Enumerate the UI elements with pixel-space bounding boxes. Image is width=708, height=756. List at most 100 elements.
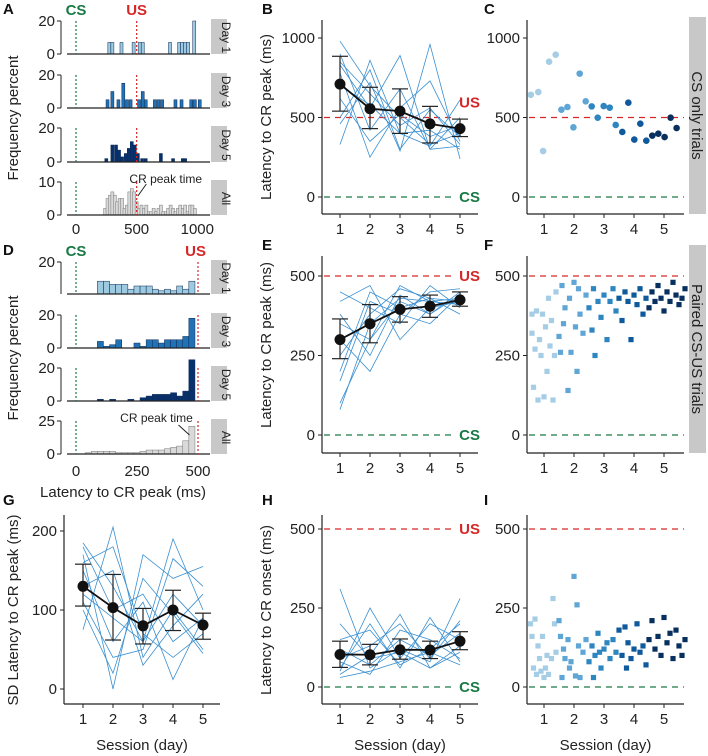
scatter-point [532,616,538,622]
y-axis-label: SD Latency to CR peak (ms) [5,515,22,706]
scatter-point [655,633,661,640]
scatter-point [637,649,643,655]
x-tick-label: 2 [366,460,374,477]
scatter-point [541,674,547,681]
cs-marker-label: CS [66,2,87,19]
scatter-point [619,317,625,324]
y-tick-label: 250 [290,600,315,617]
scatter-point [583,292,589,298]
histogram-bar [176,285,183,295]
y-tick-label: 250 [290,348,315,365]
scatter-point [529,633,535,640]
histogram-bar [145,339,153,349]
scatter-point [566,665,573,671]
histogram-bar [170,339,177,349]
x-tick-label: 1 [336,460,344,477]
scatter-point [529,311,535,317]
x-tick-label: 500 [185,463,210,480]
x-tick-label: 2 [109,711,117,728]
scatter-point [535,643,541,649]
scatter-point [550,397,556,403]
mean-point [334,78,346,90]
scatter-point [545,671,552,677]
side-label-box [689,17,706,214]
scatter-point [682,637,688,643]
scatter-point [545,295,552,301]
histogram-bar [188,318,196,349]
x-tick-label: 5 [456,711,464,728]
scatter-point [649,132,656,139]
histogram-bar [164,394,171,402]
histogram-bar [168,42,172,55]
histogram-bar [119,42,124,55]
scatter-point [661,133,668,141]
histogram-bar [140,42,145,55]
histogram-bar [97,280,104,295]
mean-point [364,649,376,661]
cr-peak-annotation: CR peak time [129,172,202,186]
y-axis-label: Frequency percent [5,55,22,181]
histogram-bar [109,284,116,295]
histogram-bar [152,288,159,295]
y-tick-label: 200 [32,523,57,540]
histogram-bar [188,280,196,295]
row-label-box [211,19,227,54]
y-tick-label: 0 [512,189,520,206]
scatter-point [604,640,610,646]
histogram-bar [164,448,171,455]
histogram-bar [160,99,164,109]
scatter-point [577,311,583,317]
scatter-point [664,289,670,295]
scatter-point [634,302,640,308]
scatter-point [576,70,583,77]
scatter-point [601,292,607,298]
scatter-point [607,298,613,305]
scatter-point [664,640,670,646]
panel-label-B: B [262,1,273,18]
x-tick-label: 4 [630,221,638,238]
x-tick-label: 3 [600,221,608,238]
mean-point [197,619,209,631]
scatter-point [571,573,577,579]
panel-label-D: D [3,242,14,259]
row-label: Day 1 [219,22,233,54]
row-label-box [211,313,227,348]
scatter-point [544,368,550,374]
y-tick-label: 0 [47,100,55,117]
scatter-point [670,655,676,662]
scatter-point [533,671,540,677]
x-tick-label: 4 [426,221,434,238]
scatter-point [673,124,680,132]
y-tick-label: 10 [38,174,55,191]
scatter-point [600,102,607,110]
scatter-point [673,292,679,298]
histogram-bar [164,339,171,349]
histogram-bar [158,342,165,349]
annotation-arrow [137,183,147,197]
scatter-point [658,295,664,301]
scatter-point [565,637,571,643]
scatter-point [583,637,589,643]
scatter-point [601,646,607,652]
scatter-point [612,121,619,129]
scatter-point [596,649,603,655]
mean-point [107,602,119,614]
cs-marker-label: CS [459,427,480,444]
scatter-point [568,349,574,355]
scatter-point [552,51,559,58]
scatter-point [676,643,682,649]
scatter-point [565,387,571,394]
scatter-point [541,394,547,400]
y-tick-label: 20 [38,67,55,84]
scatter-point [667,298,673,305]
histogram-bar [125,99,129,109]
scatter-point [572,673,579,679]
panel-label-G: G [3,492,15,509]
scatter-point [557,349,564,355]
scatter-point [658,652,664,658]
scatter-point [574,602,580,608]
scatter-point [580,649,586,655]
y-tick-label: 0 [47,207,55,224]
x-tick-label: 4 [169,711,177,728]
